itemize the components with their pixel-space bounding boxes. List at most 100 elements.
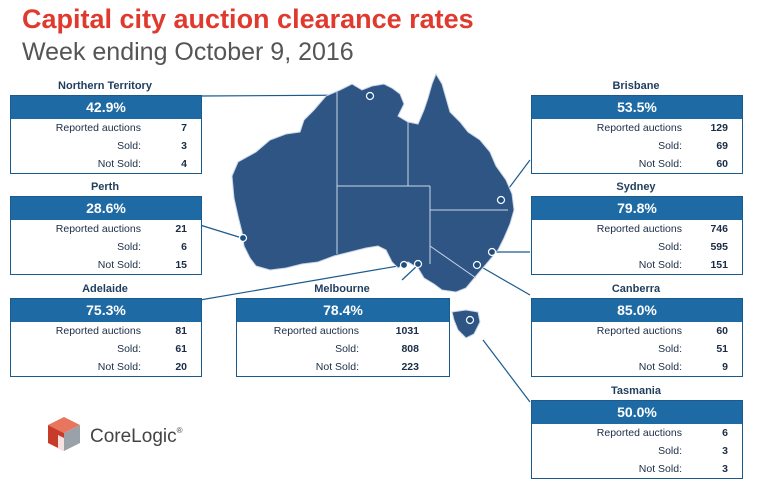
row-value: 6 xyxy=(181,241,187,253)
row-value: 129 xyxy=(710,122,728,134)
row-label: Sold: xyxy=(658,140,682,152)
row-reported: Reported auctions 1031 xyxy=(237,322,449,340)
row-value: 15 xyxy=(175,259,187,271)
city-name-canberra: Canberra xyxy=(611,283,661,295)
row-reported: Reported auctions 746 xyxy=(532,220,742,238)
connector-perth xyxy=(199,224,243,239)
row-label: Reported auctions xyxy=(55,122,141,134)
connector-melbourne xyxy=(401,264,419,281)
row-value: 223 xyxy=(401,361,419,373)
connector-adelaide xyxy=(199,264,405,301)
card-sydney: 79.8% Reported auctions 746 Sold: 595 Not … xyxy=(531,196,743,275)
marker-darwin xyxy=(365,91,375,101)
row-value: 9 xyxy=(722,361,728,373)
page-subtitle: Week ending October 9, 2016 xyxy=(22,38,354,66)
city-name-tasmania: Tasmania xyxy=(611,385,661,397)
connector-canberra xyxy=(477,264,531,296)
row-value: 595 xyxy=(710,241,728,253)
row-value: 21 xyxy=(175,223,187,235)
row-value: 60 xyxy=(716,325,728,337)
row-label: Reported auctions xyxy=(55,325,141,337)
row-value: 20 xyxy=(175,361,187,373)
row-label: Reported auctions xyxy=(273,325,359,337)
row-value: 746 xyxy=(710,223,728,235)
row-label: Not Sold: xyxy=(97,259,141,271)
row-label: Reported auctions xyxy=(596,223,682,235)
clearance-rate: 75.3% xyxy=(11,299,201,322)
row-value: 1031 xyxy=(395,325,419,337)
card-melbourne: 78.4% Reported auctions 1031 Sold: 808 Not… xyxy=(236,298,450,377)
row-value: 3 xyxy=(181,140,187,152)
row-value: 3 xyxy=(722,445,728,457)
state-borders xyxy=(336,92,508,279)
row-label: Reported auctions xyxy=(596,325,682,337)
card-adelaide: 75.3% Reported auctions 81 Sold: 61 Not So… xyxy=(10,298,202,377)
row-sold: Sold: 3 xyxy=(532,442,742,460)
row-label: Sold: xyxy=(658,343,682,355)
marker-adelaide xyxy=(399,260,409,270)
city-name-adelaide: Adelaide xyxy=(82,283,128,295)
marker-hobart xyxy=(465,315,475,325)
row-sold: Sold: 51 xyxy=(532,340,742,358)
card-brisbane: 53.5% Reported auctions 129 Sold: 69 Not S… xyxy=(531,95,743,174)
row-sold: Sold: 595 xyxy=(532,238,742,256)
row-value: 808 xyxy=(401,343,419,355)
row-label: Not Sold: xyxy=(315,361,359,373)
card-canberra: 85.0% Reported auctions 60 Sold: 51 Not So… xyxy=(531,298,743,377)
row-not-sold: Not Sold: 4 xyxy=(11,155,201,173)
row-label: Reported auctions xyxy=(55,223,141,235)
row-label: Reported auctions xyxy=(596,427,682,439)
row-sold: Sold: 808 xyxy=(237,340,449,358)
row-not-sold: Not Sold: 223 xyxy=(237,358,449,376)
row-reported: Reported auctions 7 xyxy=(11,119,201,137)
city-name-melbourne: Melbourne xyxy=(314,283,370,295)
row-label: Reported auctions xyxy=(596,122,682,134)
row-reported: Reported auctions 6 xyxy=(532,424,742,442)
corelogic-logo-icon xyxy=(48,417,80,451)
row-label: Not Sold: xyxy=(638,463,682,475)
clearance-rate: 85.0% xyxy=(532,299,742,322)
row-reported: Reported auctions 21 xyxy=(11,220,201,238)
row-label: Sold: xyxy=(117,140,141,152)
row-label: Not Sold: xyxy=(638,361,682,373)
row-value: 7 xyxy=(181,122,187,134)
row-label: Sold: xyxy=(658,241,682,253)
row-value: 81 xyxy=(175,325,187,337)
row-label: Sold: xyxy=(117,241,141,253)
clearance-rate: 79.8% xyxy=(532,197,742,220)
city-name-perth: Perth xyxy=(90,181,120,193)
city-name-northern-territory: Northern Territory xyxy=(58,80,152,92)
city-name-brisbane: Brisbane xyxy=(612,80,660,92)
city-markers xyxy=(238,91,506,325)
row-value: 3 xyxy=(722,463,728,475)
clearance-rate: 42.9% xyxy=(11,96,201,119)
row-label: Sold: xyxy=(658,445,682,457)
row-not-sold: Not Sold: 151 xyxy=(532,256,742,274)
logo-registered-mark: ® xyxy=(176,426,183,435)
row-not-sold: Not Sold: 60 xyxy=(532,155,742,173)
card-northern-territory: 42.9% Reported auctions 7 Sold: 3 Not Sold… xyxy=(10,95,202,174)
card-perth: 28.6% Reported auctions 21 Sold: 6 Not Sol… xyxy=(10,196,202,275)
row-not-sold: Not Sold: 15 xyxy=(11,256,201,274)
city-name-sydney: Sydney xyxy=(616,181,656,193)
row-reported: Reported auctions 129 xyxy=(532,119,742,137)
tasmania-island xyxy=(451,309,481,339)
row-sold: Sold: 3 xyxy=(11,137,201,155)
logo-name: CoreLogic xyxy=(90,426,177,447)
row-sold: Sold: 69 xyxy=(532,137,742,155)
row-not-sold: Not Sold: 9 xyxy=(532,358,742,376)
row-value: 151 xyxy=(710,259,728,271)
marker-sydney xyxy=(487,247,497,257)
clearance-rate: 53.5% xyxy=(532,96,742,119)
marker-perth xyxy=(238,233,248,243)
marker-brisbane xyxy=(496,195,506,205)
row-not-sold: Not Sold: 20 xyxy=(11,358,201,376)
row-value: 4 xyxy=(181,158,187,170)
row-label: Not Sold: xyxy=(97,158,141,170)
australia-mainland xyxy=(231,72,515,293)
row-value: 51 xyxy=(716,343,728,355)
row-sold: Sold: 61 xyxy=(11,340,201,358)
connector-lines xyxy=(199,94,531,403)
row-sold: Sold: 6 xyxy=(11,238,201,256)
